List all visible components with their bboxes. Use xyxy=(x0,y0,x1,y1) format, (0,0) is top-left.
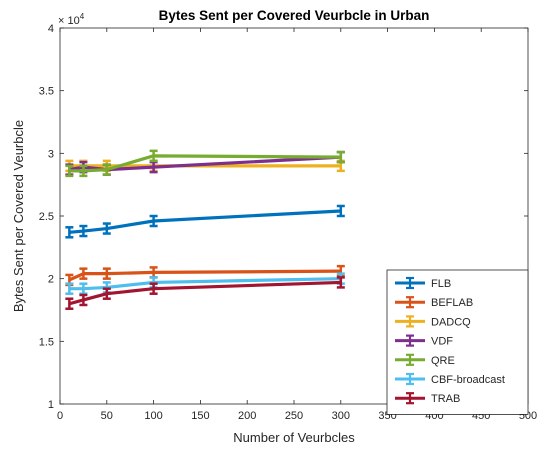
data-point xyxy=(79,224,88,238)
x-tick-label: 50 xyxy=(101,410,113,422)
series-group xyxy=(65,149,345,310)
data-point xyxy=(336,276,345,289)
series-flb xyxy=(65,204,345,239)
data-point xyxy=(102,163,111,176)
y-tick-label: 2 xyxy=(48,274,54,286)
data-point xyxy=(79,293,88,307)
data-point xyxy=(65,164,74,178)
legend-item: FLB xyxy=(395,276,451,290)
x-tick-label: 150 xyxy=(191,410,209,422)
legend-label: VDF xyxy=(431,336,453,348)
data-point xyxy=(79,282,88,295)
data-point xyxy=(102,267,111,280)
legend-item: TRAB xyxy=(395,392,460,405)
chart-title: Bytes Sent per Covered Veurbcle in Urban xyxy=(159,8,430,23)
data-point xyxy=(79,267,88,280)
x-tick-label: 0 xyxy=(57,410,63,422)
legend-item: VDF xyxy=(395,334,453,348)
y-axis-label: Bytes Sent per Covered Veurbcle xyxy=(11,120,26,312)
series-trab xyxy=(65,276,345,310)
data-point xyxy=(65,297,74,310)
data-point xyxy=(65,282,74,295)
data-point xyxy=(79,164,88,178)
x-axis-label: Number of Veurbcles xyxy=(233,430,355,445)
legend-label: BEFLAB xyxy=(431,297,473,309)
data-point xyxy=(102,287,111,300)
y-tick-label: 1 xyxy=(48,399,54,411)
data-point xyxy=(65,226,74,239)
y-tick-label: 3 xyxy=(48,148,54,160)
x-tick-label: 250 xyxy=(285,410,303,422)
data-point xyxy=(149,160,158,174)
x-tick-label: 300 xyxy=(332,410,350,422)
data-point xyxy=(102,222,111,235)
x-tick-label: 200 xyxy=(238,410,256,422)
x-tick-label: 100 xyxy=(144,410,162,422)
legend-label: FLB xyxy=(431,278,451,290)
data-point xyxy=(149,149,158,163)
data-point xyxy=(336,204,345,218)
legend-item: BEFLAB xyxy=(395,296,473,309)
series-qre xyxy=(65,149,345,178)
y-tick-label: 1.5 xyxy=(39,336,54,348)
data-point xyxy=(149,214,158,228)
legend-label: CBF-broadcast xyxy=(431,374,505,386)
data-point xyxy=(336,150,345,164)
legend-item: QRE xyxy=(395,353,455,367)
legend-item: DADCQ xyxy=(395,315,471,328)
y-axis-exponent: × 104 xyxy=(58,12,85,27)
y-axis-exponent-base: × 10 xyxy=(58,15,80,27)
legend-label: QRE xyxy=(431,355,455,367)
y-tick-label: 2.5 xyxy=(39,211,54,223)
y-axis-exponent-power: 4 xyxy=(80,12,85,21)
legend: FLB BEFLAB DADCQ VDF QRE CBF-broadcast TRAB xyxy=(386,269,529,415)
legend-label: TRAB xyxy=(431,393,460,405)
data-point xyxy=(149,282,158,295)
legend-label: DADCQ xyxy=(431,316,471,328)
y-tick-label: 4 xyxy=(48,23,54,35)
legend-item: CBF-broadcast xyxy=(395,372,505,386)
y-tick-label: 3.5 xyxy=(39,86,54,98)
